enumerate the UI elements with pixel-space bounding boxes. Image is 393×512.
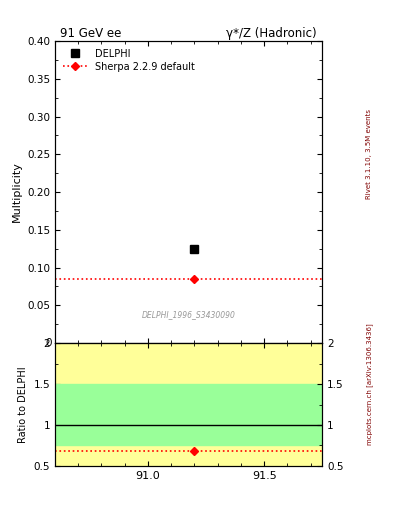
Text: DELPHI_1996_S3430090: DELPHI_1996_S3430090	[142, 310, 235, 319]
Bar	[55, 384, 322, 445]
Text: γ*/Z (Hadronic): γ*/Z (Hadronic)	[226, 27, 317, 40]
Text: 91 GeV ee: 91 GeV ee	[61, 27, 122, 40]
Text: 0: 0	[46, 338, 52, 348]
Y-axis label: Ratio to DELPHI: Ratio to DELPHI	[18, 366, 28, 443]
Bar	[55, 343, 322, 466]
Text: Rivet 3.1.10, 3.5M events: Rivet 3.1.10, 3.5M events	[366, 109, 373, 199]
Y-axis label: Multiplicity: Multiplicity	[11, 162, 22, 223]
Legend: DELPHI, Sherpa 2.2.9 default: DELPHI, Sherpa 2.2.9 default	[60, 46, 198, 75]
Text: mcplots.cern.ch [arXiv:1306.3436]: mcplots.cern.ch [arXiv:1306.3436]	[366, 323, 373, 445]
